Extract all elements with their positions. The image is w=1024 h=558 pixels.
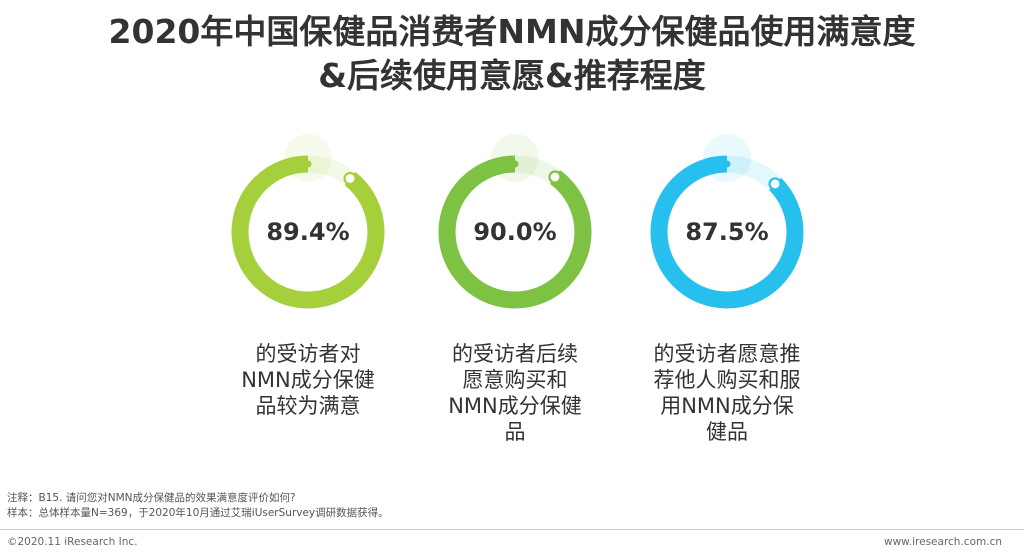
description-line: 品 <box>504 420 526 444</box>
description-line: 品较为满意 <box>255 394 361 418</box>
donut-recommend-svg <box>650 134 804 309</box>
donut-recommend-start-knob <box>768 177 782 191</box>
description-line: 的受访者后续 <box>452 342 578 366</box>
donut-repurchase-description: 的受访者后续 愿意购买和 NMN成分保健 品 <box>430 341 600 445</box>
chart-title-line-2: &后续使用意愿&推荐程度 <box>318 56 706 95</box>
donut-repurchase-start-knob <box>548 170 562 184</box>
description-line: 荐他人购买和服 <box>653 368 801 392</box>
footer-divider <box>0 529 1024 530</box>
chart-title: 2020年中国保健品消费者NMN成分保健品使用满意度 &后续使用意愿&推荐程度 <box>0 10 1024 98</box>
donut-repurchase-value-label: 90.0% <box>473 218 557 246</box>
footnote-sample: 样本：总体样本量N=369，于2020年10月通过艾瑞iUserSurvey调研… <box>7 507 389 519</box>
website-text: www.iresearch.com.cn <box>883 536 1002 548</box>
donut-satisfaction-value-label: 89.4% <box>266 218 350 246</box>
donut-satisfaction-svg <box>231 134 385 309</box>
donut-satisfaction: 89.4% <box>230 134 386 310</box>
donut-satisfaction-end-dot <box>304 160 312 168</box>
copyright-text: ©2020.11 iResearch Inc. <box>7 536 138 548</box>
donut-satisfaction-start-knob <box>343 171 357 186</box>
donut-recommend: 87.5% <box>649 134 805 310</box>
description-line: NMN成分保健 <box>448 394 582 418</box>
donut-recommend-description: 的受访者愿意推 荐他人购买和服 用NMN成分保 健品 <box>642 341 812 445</box>
description-line: 健品 <box>706 420 748 444</box>
description-line: NMN成分保健 <box>241 368 375 392</box>
description-line: 的受访者对 <box>255 342 361 366</box>
donut-satisfaction-description: 的受访者对 NMN成分保健 品较为满意 <box>223 341 393 419</box>
chart-title-line-1: 2020年中国保健品消费者NMN成分保健品使用满意度 <box>108 12 916 51</box>
description-line: 愿意购买和 <box>462 368 568 392</box>
footnote-question: 注释：B15. 请问您对NMN成分保健品的效果满意度评价如何? <box>7 492 296 504</box>
description-line: 的受访者愿意推 <box>653 342 801 366</box>
donut-recommend-value-label: 87.5% <box>685 218 769 246</box>
donut-repurchase-end-dot <box>511 160 519 168</box>
donut-repurchase-svg <box>438 134 592 309</box>
description-line: 用NMN成分保 <box>660 394 794 418</box>
donut-repurchase: 90.0% <box>437 134 593 310</box>
donut-recommend-end-dot <box>723 160 731 168</box>
